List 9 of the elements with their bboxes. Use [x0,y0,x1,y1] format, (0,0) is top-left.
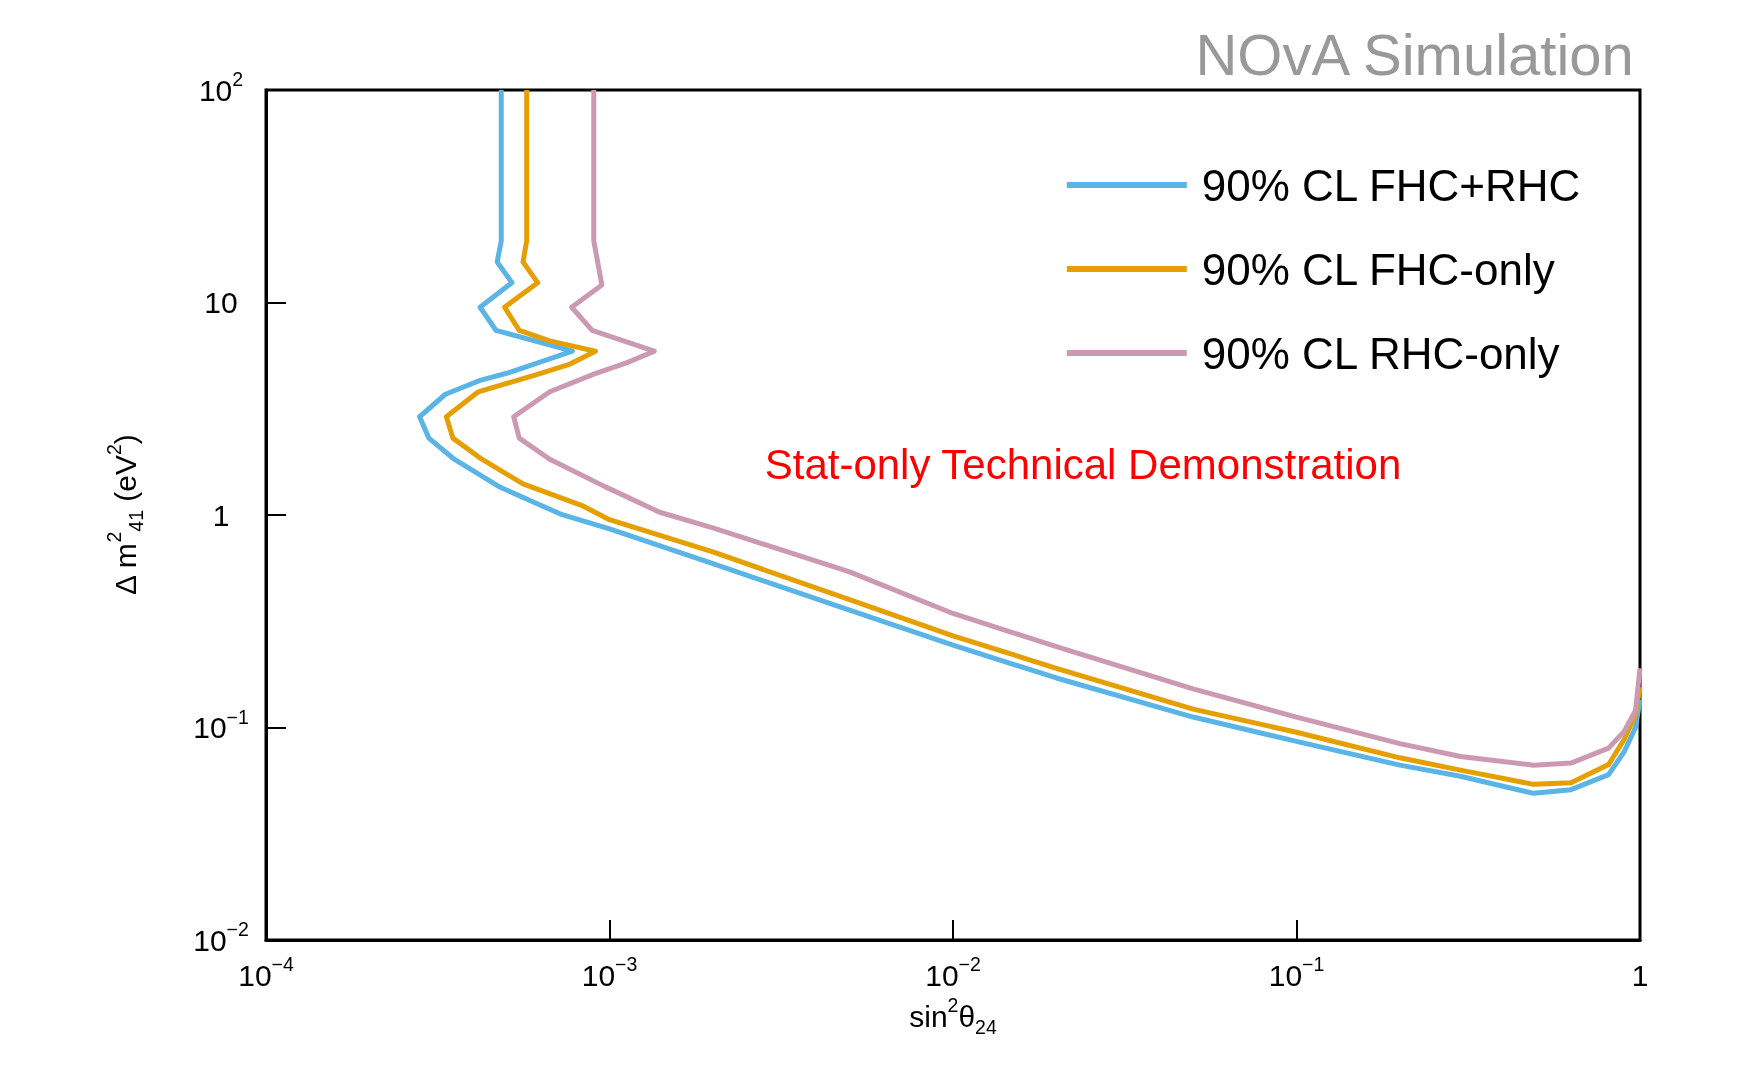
legend-label: 90% CL FHC+RHC [1201,160,1581,210]
y-tick-label: 1 [212,498,230,532]
y-tick-label: 10 [204,286,238,319]
annotation: Stat-only Technical Demonstration [764,440,1402,488]
legend-label: 90% CL RHC-only [1201,328,1560,378]
x-tick-label: 1 [1631,958,1649,992]
legend-label: 90% CL FHC-only [1201,244,1555,294]
chart-title: NOvA Simulation [1195,21,1634,87]
y-axis-title: Δ m241 (eV2) [103,434,147,596]
